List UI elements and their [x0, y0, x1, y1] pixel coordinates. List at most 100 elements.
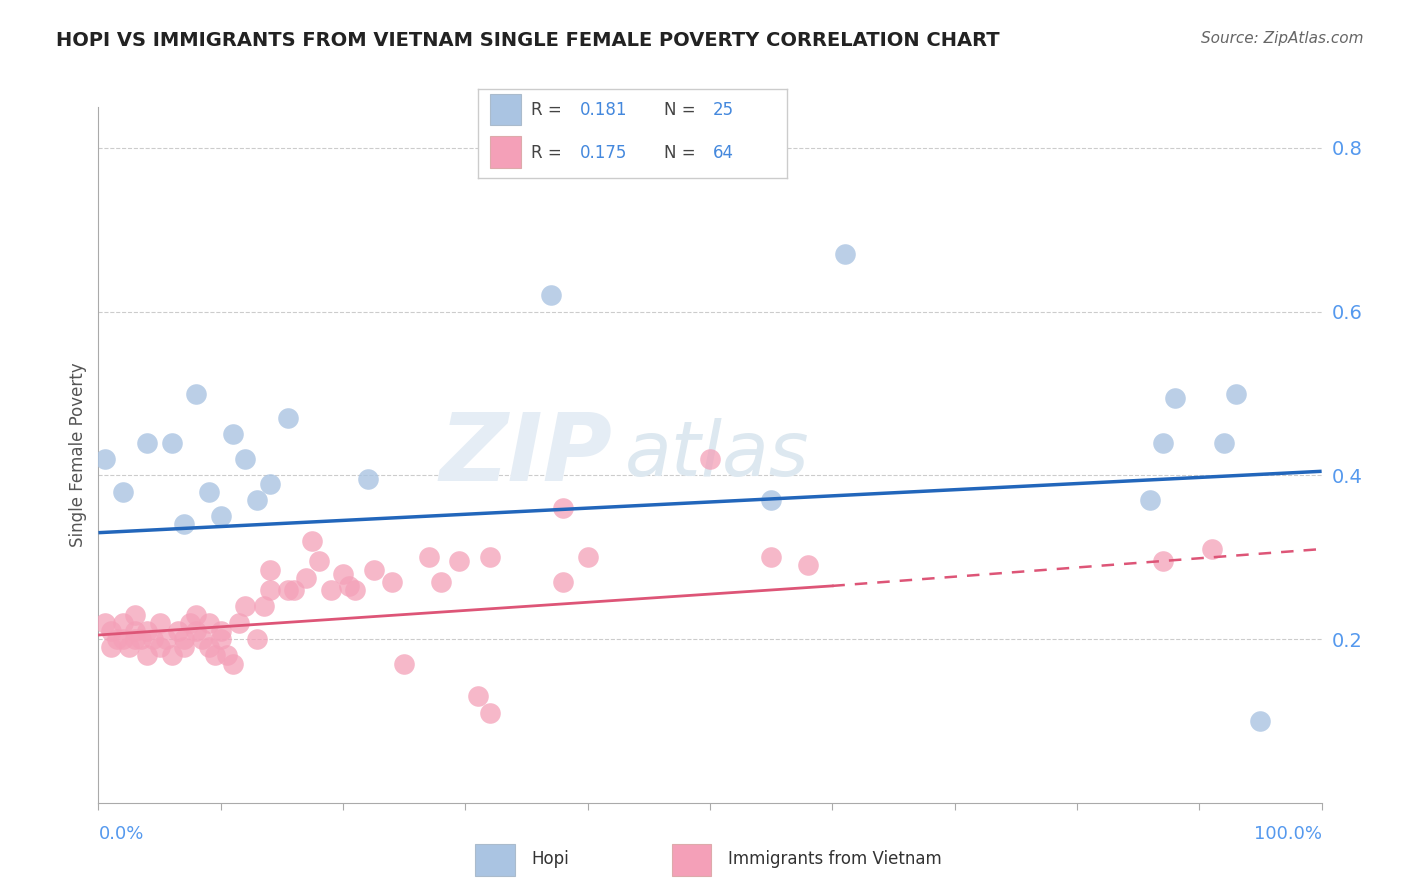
- Point: [160, 648, 183, 663]
- FancyBboxPatch shape: [491, 136, 522, 168]
- Point: [1201, 542, 1223, 557]
- Point: [204, 648, 226, 663]
- Point: [136, 624, 159, 638]
- Point: [197, 615, 219, 630]
- Text: R =: R =: [530, 145, 567, 162]
- Point: [699, 452, 721, 467]
- Point: [160, 435, 183, 450]
- Point: [1212, 435, 1234, 450]
- Point: [761, 550, 783, 565]
- Point: [308, 554, 330, 568]
- Point: [209, 632, 232, 646]
- Point: [149, 640, 172, 655]
- Point: [363, 562, 385, 576]
- Point: [478, 550, 501, 565]
- Point: [1164, 391, 1187, 405]
- Point: [149, 615, 172, 630]
- Point: [111, 632, 134, 646]
- Text: 0.181: 0.181: [581, 101, 627, 119]
- Point: [124, 607, 146, 622]
- Point: [124, 632, 146, 646]
- Point: [209, 509, 232, 524]
- Point: [209, 624, 232, 638]
- Point: [259, 582, 281, 597]
- Point: [834, 247, 856, 261]
- Point: [129, 632, 152, 646]
- Point: [246, 632, 269, 646]
- Text: atlas: atlas: [624, 418, 808, 491]
- FancyBboxPatch shape: [475, 844, 515, 876]
- Point: [186, 386, 208, 401]
- Point: [118, 640, 141, 655]
- Text: N =: N =: [664, 145, 700, 162]
- Text: 64: 64: [713, 145, 734, 162]
- Point: [553, 574, 575, 589]
- Point: [344, 582, 367, 597]
- Point: [553, 501, 575, 516]
- Point: [1152, 435, 1174, 450]
- Point: [111, 615, 134, 630]
- Point: [337, 579, 360, 593]
- Point: [155, 632, 177, 646]
- Text: R =: R =: [530, 101, 567, 119]
- Text: N =: N =: [664, 101, 700, 119]
- Point: [222, 427, 245, 442]
- Point: [252, 599, 274, 614]
- Point: [295, 571, 318, 585]
- Point: [228, 615, 250, 630]
- Point: [246, 492, 269, 507]
- Text: ZIP: ZIP: [439, 409, 612, 501]
- Point: [197, 484, 219, 499]
- Point: [761, 492, 783, 507]
- Point: [1225, 386, 1247, 401]
- Point: [1249, 714, 1271, 728]
- Point: [430, 574, 453, 589]
- Point: [332, 566, 354, 581]
- Point: [124, 624, 146, 638]
- Point: [1152, 554, 1174, 568]
- Point: [301, 533, 323, 548]
- Point: [197, 640, 219, 655]
- Point: [277, 411, 299, 425]
- Point: [173, 517, 195, 532]
- Point: [233, 599, 256, 614]
- Point: [100, 624, 122, 638]
- Text: HOPI VS IMMIGRANTS FROM VIETNAM SINGLE FEMALE POVERTY CORRELATION CHART: HOPI VS IMMIGRANTS FROM VIETNAM SINGLE F…: [56, 31, 1000, 50]
- Point: [418, 550, 440, 565]
- Point: [105, 632, 128, 646]
- FancyBboxPatch shape: [672, 844, 711, 876]
- Point: [576, 550, 599, 565]
- Point: [100, 640, 122, 655]
- Point: [277, 582, 299, 597]
- Point: [392, 657, 416, 671]
- Point: [1139, 492, 1161, 507]
- Text: 0.175: 0.175: [581, 145, 627, 162]
- Point: [467, 690, 489, 704]
- Text: Immigrants from Vietnam: Immigrants from Vietnam: [728, 849, 942, 868]
- Point: [478, 706, 501, 720]
- Point: [142, 632, 165, 646]
- Text: 0.0%: 0.0%: [98, 825, 143, 843]
- Point: [540, 288, 562, 302]
- Point: [222, 657, 245, 671]
- Text: 100.0%: 100.0%: [1254, 825, 1322, 843]
- Point: [259, 562, 281, 576]
- Point: [449, 554, 471, 568]
- Point: [186, 624, 208, 638]
- Point: [233, 452, 256, 467]
- Point: [191, 632, 214, 646]
- Point: [381, 574, 404, 589]
- Point: [111, 484, 134, 499]
- Point: [283, 582, 305, 597]
- Point: [173, 632, 195, 646]
- Point: [356, 473, 378, 487]
- Point: [93, 615, 115, 630]
- Y-axis label: Single Female Poverty: Single Female Poverty: [69, 363, 87, 547]
- Point: [259, 476, 281, 491]
- Point: [797, 558, 820, 573]
- FancyBboxPatch shape: [491, 94, 522, 125]
- Point: [319, 582, 342, 597]
- Point: [173, 640, 195, 655]
- Point: [215, 648, 238, 663]
- Point: [167, 624, 190, 638]
